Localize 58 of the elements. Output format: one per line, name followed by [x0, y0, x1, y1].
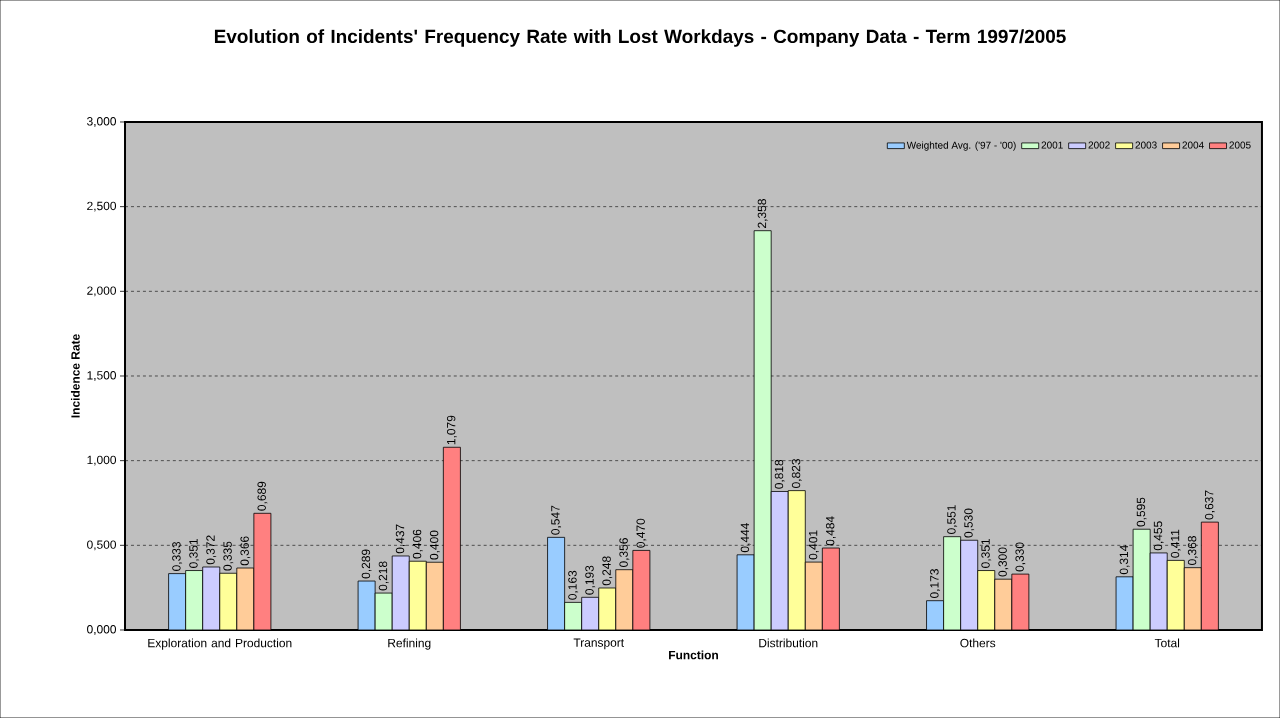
y-tick-label: 0,000	[87, 625, 117, 635]
data-label: 0,372	[206, 535, 217, 565]
data-label: 0,300	[998, 547, 1009, 577]
data-label: 0,248	[602, 556, 613, 586]
y-tick-label: 2,500	[87, 201, 117, 212]
data-label: 0,400	[429, 530, 440, 560]
x-tick-label: Distribution	[759, 638, 818, 648]
y-tick-label: 1,500	[87, 371, 117, 381]
legend-label: 2003	[1135, 141, 1157, 149]
data-label: 0,547	[551, 505, 562, 535]
data-label: 0,163	[568, 570, 579, 600]
y-axis-title: Incidence Rate	[70, 334, 80, 418]
data-label: 0,401	[808, 530, 819, 560]
data-label: 0,818	[774, 459, 785, 489]
data-label: 0,637	[1204, 490, 1215, 520]
y-tick-label: 3,000	[87, 117, 117, 127]
x-tick-label: Others	[960, 638, 996, 648]
y-tick-label: 2,000	[87, 286, 117, 297]
data-label: 0,595	[1136, 497, 1147, 527]
data-label: 0,193	[585, 565, 596, 595]
data-label: 0,406	[412, 529, 423, 559]
data-label: 0,484	[825, 516, 836, 546]
legend-label: 2001	[1041, 141, 1063, 149]
x-axis-title: Function	[669, 650, 718, 660]
x-tick-label: Exploration and Production	[148, 638, 292, 650]
data-label: 0,218	[378, 561, 389, 591]
data-label: 0,366	[240, 536, 251, 566]
data-label: 0,314	[1119, 545, 1130, 575]
x-tick-label: Total	[1154, 638, 1180, 648]
data-label: 0,823	[791, 459, 802, 488]
y-tick-label: 1,000	[87, 455, 117, 466]
data-label: 0,330	[1015, 542, 1026, 572]
data-label: 1,079	[446, 415, 457, 445]
y-tick-label: 0,500	[87, 540, 117, 551]
legend-label: 2004	[1182, 141, 1204, 149]
data-label: 0,689	[257, 481, 268, 511]
data-label: 0,368	[1187, 536, 1198, 565]
legend-label: 2002	[1088, 141, 1110, 149]
legend-label: Weighted Avg. ('97 - '00)	[906, 141, 1016, 151]
data-label: 0,530	[964, 508, 975, 538]
data-label: 0,470	[636, 518, 647, 548]
data-label: 0,333	[172, 542, 183, 571]
data-label: 0,173	[930, 569, 941, 599]
data-label: 0,289	[361, 549, 372, 579]
chart-title: Evolution of Incidents' Frequency Rate with Lost Workdays - Company Data - Term 1997/2005	[214, 29, 1066, 47]
data-label: 0,551	[947, 505, 958, 535]
data-label: 2,358	[757, 199, 768, 228]
data-label: 0,356	[619, 538, 630, 568]
data-label: 0,411	[1170, 529, 1181, 558]
data-label: 0,437	[395, 524, 406, 554]
data-label: 0,335	[223, 541, 234, 571]
data-label: 0,455	[1153, 521, 1164, 551]
data-label: 0,351	[981, 539, 992, 568]
data-label: 0,444	[740, 523, 751, 553]
x-tick-label: Transport	[573, 638, 624, 650]
x-tick-label: Refining	[388, 638, 431, 650]
legend-label: 2005	[1229, 141, 1251, 149]
data-label: 0,351	[189, 539, 200, 568]
